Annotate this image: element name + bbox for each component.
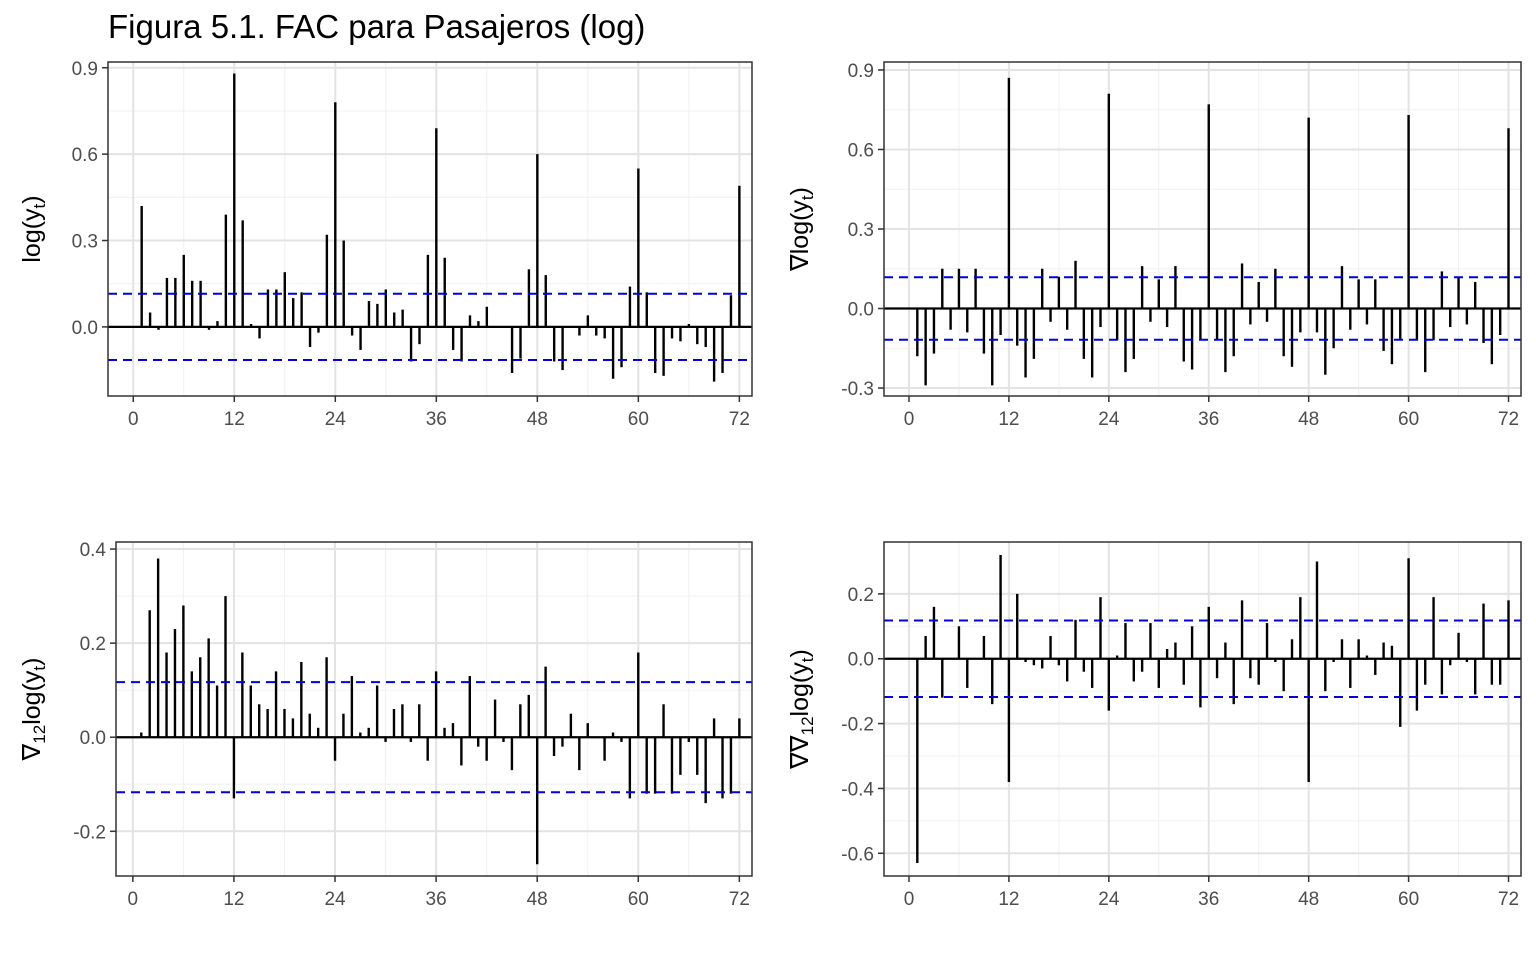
y-tick-label: -0.2 [841, 715, 874, 736]
y-tick-label: 0.2 [848, 585, 874, 606]
x-tick-label: 12 [998, 409, 1019, 430]
x-tick-label: 60 [628, 409, 649, 430]
y-tick-label: 0.2 [80, 634, 106, 655]
y-axis-title: log(yt) [18, 195, 49, 262]
x-tick-label: 48 [1298, 889, 1319, 910]
x-tick-label: 12 [223, 889, 244, 910]
x-tick-label: 24 [1098, 889, 1120, 910]
acf-panel-1: 0 12 24 36 48 60 72 0.0 0.3 0.6 0.9 log(yt) [18, 59, 753, 430]
y-tick-label: -0.3 [841, 379, 874, 400]
x-tick-label: 12 [224, 409, 245, 430]
x-tick-label: 0 [904, 889, 915, 910]
y-tick-label: -0.2 [73, 822, 106, 843]
acf-panel-2: 0 12 24 36 48 60 72 -0.3 0.0 0.3 0.6 0.9 ∇log(yt) [786, 61, 1522, 430]
y-tick-label: 0.0 [848, 650, 874, 671]
y-tick-label: 0.9 [848, 61, 874, 82]
x-tick-label: 48 [1298, 409, 1319, 430]
figure-title: Figura 5.1. FAC para Pasajeros (log) [108, 8, 646, 45]
acf-panel-3: 0 12 24 36 48 60 72 -0.2 0.0 0.2 0.4 ∇12log(yt) [18, 540, 753, 910]
y-tick-label: 0.0 [72, 318, 98, 339]
y-tick-label: 0.3 [848, 220, 874, 241]
x-tick-label: 36 [426, 889, 447, 910]
panel-border [883, 541, 1522, 877]
acf-panel-4: 0 12 24 36 48 60 72 -0.6 -0.4 -0.2 0.0 0.2 ∇∇12log(y… [786, 541, 1522, 910]
panel-border [115, 541, 753, 877]
x-tick-label: 72 [1498, 889, 1519, 910]
y-tick-label: 0.0 [80, 728, 106, 749]
x-tick-label: 72 [729, 409, 750, 430]
y-tick-label: -0.4 [841, 779, 874, 800]
y-tick-label: -0.6 [841, 844, 874, 865]
y-tick-label: 0.4 [80, 540, 107, 561]
x-tick-label: 36 [1198, 409, 1219, 430]
x-tick-label: 24 [1098, 409, 1120, 430]
x-tick-label: 0 [904, 409, 915, 430]
y-axis-title: ∇∇12log(yt) [786, 649, 817, 770]
x-tick-label: 48 [527, 409, 548, 430]
panel-border [107, 61, 753, 397]
x-tick-label: 72 [729, 889, 750, 910]
x-tick-label: 36 [1198, 889, 1219, 910]
x-tick-label: 0 [128, 409, 139, 430]
y-tick-label: 0.9 [72, 59, 98, 80]
x-tick-label: 36 [426, 409, 447, 430]
y-tick-label: 0.0 [848, 300, 874, 321]
y-axis-title: ∇12log(yt) [18, 658, 49, 762]
x-tick-label: 72 [1498, 409, 1519, 430]
x-tick-label: 12 [998, 889, 1019, 910]
y-tick-label: 0.6 [848, 140, 874, 161]
x-tick-label: 0 [128, 889, 139, 910]
x-tick-label: 48 [527, 889, 548, 910]
x-tick-label: 24 [324, 889, 346, 910]
y-tick-label: 0.6 [72, 145, 98, 166]
y-tick-label: 0.3 [72, 232, 98, 253]
x-tick-label: 60 [628, 889, 649, 910]
x-tick-label: 60 [1398, 409, 1419, 430]
x-tick-label: 60 [1398, 889, 1419, 910]
y-axis-title: ∇log(yt) [786, 187, 817, 272]
x-tick-label: 24 [325, 409, 347, 430]
